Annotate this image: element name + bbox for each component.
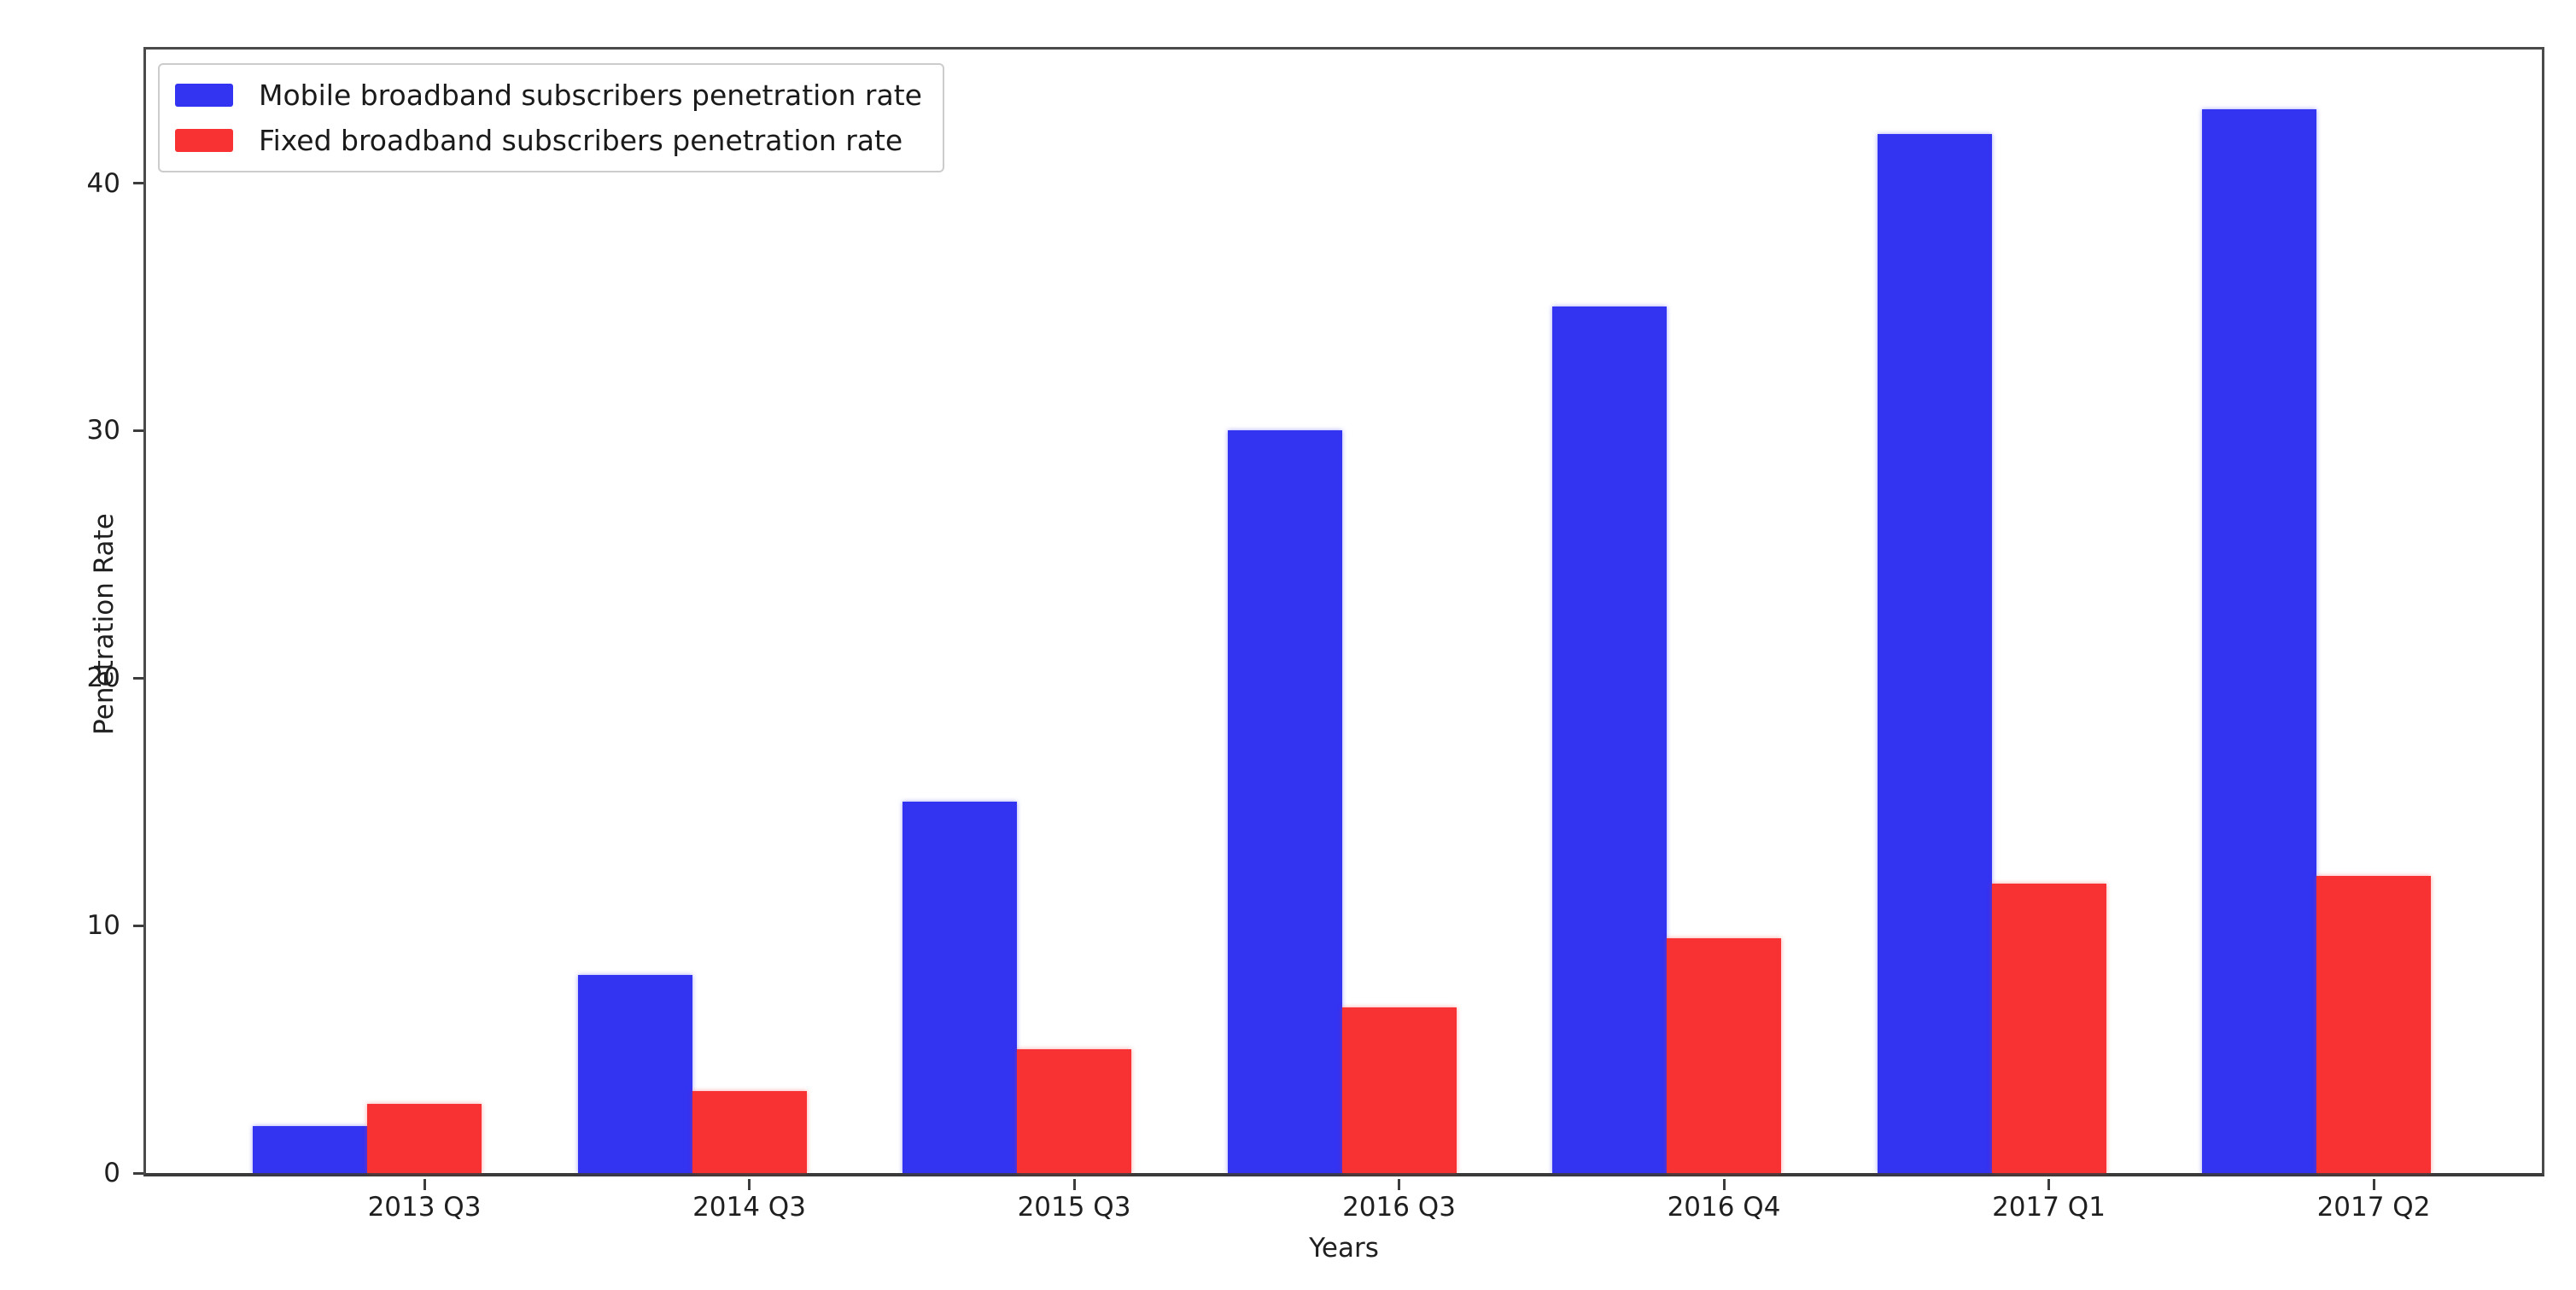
legend: Mobile broadband subscribers penetration… xyxy=(158,63,944,172)
x-tick-mark-2016-q4 xyxy=(1722,1179,1726,1190)
x-tick-mark-2016-q3 xyxy=(1398,1179,1400,1190)
x-tick-mark-2013-q3 xyxy=(423,1179,426,1190)
bar-fixed-2017-q1 xyxy=(1991,883,2106,1173)
x-tick-label-2015-q3: 2015 Q3 xyxy=(1017,1192,1131,1223)
y-tick-mark-20 xyxy=(133,676,143,680)
x-tick-mark-2015-q3 xyxy=(1072,1179,1076,1190)
legend-label-mobile: Mobile broadband subscribers penetration… xyxy=(259,79,922,112)
x-tick-label-2014-q3: 2014 Q3 xyxy=(692,1192,806,1223)
bar-mobile-2015-q3 xyxy=(902,802,1017,1173)
x-tick-mark-2014-q3 xyxy=(748,1179,751,1190)
x-tick-label-2017-q2: 2017 Q2 xyxy=(2316,1192,2431,1223)
y-tick-mark-30 xyxy=(133,429,143,432)
bar-fixed-2016-q4 xyxy=(1667,937,1781,1173)
legend-item-mobile: Mobile broadband subscribers penetration… xyxy=(175,79,922,112)
legend-label-fixed: Fixed broadband subscribers penetration … xyxy=(259,124,903,157)
bar-fixed-2016-q3 xyxy=(1341,1007,1457,1173)
bar-mobile-2013-q3 xyxy=(253,1125,367,1173)
y-tick-label-0: 0 xyxy=(103,1158,120,1188)
plot-area: Mobile broadband subscribers penetration… xyxy=(87,47,2544,1223)
y-tick-label-30: 30 xyxy=(86,415,120,447)
legend-swatch-mobile xyxy=(175,84,233,107)
legend-swatch-fixed xyxy=(175,129,233,152)
y-tick-label-40: 40 xyxy=(86,167,120,199)
legend-item-fixed: Fixed broadband subscribers penetration … xyxy=(175,124,922,157)
x-tick-mark-2017-q2 xyxy=(2372,1179,2375,1190)
x-tick-label-2013-q3: 2013 Q3 xyxy=(367,1192,482,1223)
y-tick-label-20: 20 xyxy=(86,663,120,694)
bar-fixed-2015-q3 xyxy=(1017,1049,1131,1173)
y-tick-mark-0 xyxy=(133,1171,143,1175)
x-tick-mark-2017-q1 xyxy=(2047,1179,2050,1190)
y-tick-mark-10 xyxy=(133,924,143,927)
bar-fixed-2017-q2 xyxy=(2316,876,2431,1173)
bar-fixed-2014-q3 xyxy=(692,1091,807,1173)
bar-mobile-2016-q4 xyxy=(1552,306,1667,1173)
bar-mobile-2016-q3 xyxy=(1227,430,1342,1173)
bar-mobile-2017-q1 xyxy=(1877,133,1992,1173)
y-axis-label: Penetration Rate xyxy=(89,513,120,735)
bar-fixed-2013-q3 xyxy=(367,1103,482,1173)
x-axis-label: Years xyxy=(1309,1233,1379,1264)
x-tick-label-2017-q1: 2017 Q1 xyxy=(1992,1192,2106,1223)
bar-mobile-2017-q2 xyxy=(2202,108,2316,1173)
y-tick-mark-40 xyxy=(133,182,143,185)
bar-mobile-2014-q3 xyxy=(577,975,692,1173)
x-tick-label-2016-q3: 2016 Q3 xyxy=(1342,1192,1456,1223)
x-tick-label-2016-q4: 2016 Q4 xyxy=(1667,1192,1781,1223)
y-tick-label-10: 10 xyxy=(86,910,120,942)
